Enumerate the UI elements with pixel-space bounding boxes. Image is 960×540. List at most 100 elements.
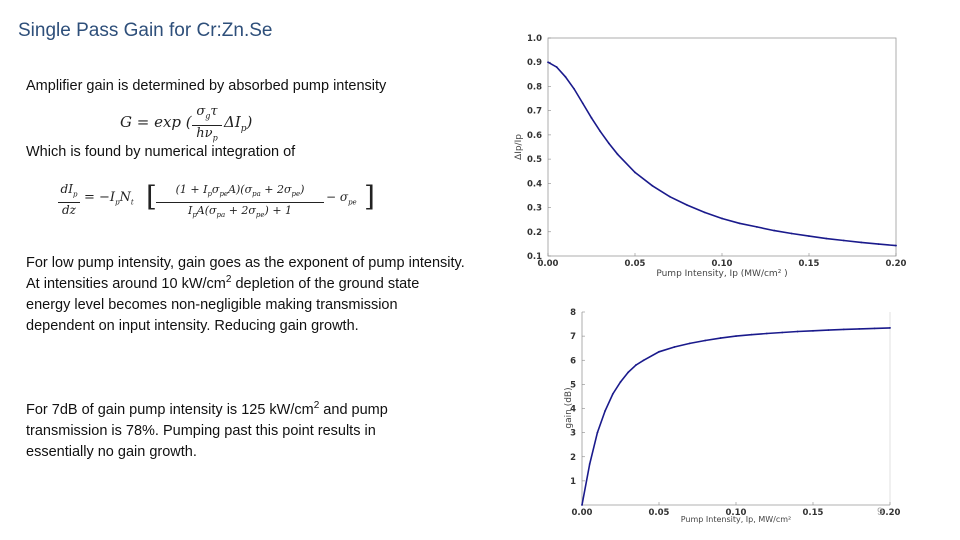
chart1-data-point [686, 204, 689, 207]
chart2-data-point [635, 364, 637, 366]
chart1-xtick-label: 0.00 [538, 259, 559, 269]
chart2-data-point [673, 346, 676, 348]
chart1-data-point [877, 243, 880, 246]
chart2-xlabel: Pump Intensity, Ip, MW/cm² [681, 515, 792, 524]
chart2-ytick-label: 8 [570, 308, 576, 318]
chart2-data-point [735, 335, 737, 338]
chart2-data-point [873, 327, 876, 330]
chart2-data-point [889, 327, 891, 329]
chart1-data-point [842, 239, 845, 242]
chart1-data-point [895, 244, 897, 247]
chart1-ytick-label: 1.0 [527, 34, 542, 44]
intro-text: Amplifier gain is determined by absorbed… [26, 78, 387, 94]
chart2-ytick-label: 6 [570, 356, 576, 366]
chart1-ytick-label: 0.3 [527, 204, 542, 214]
chart2-data-point [596, 431, 599, 434]
chart2-data-point [581, 504, 583, 506]
chart1-series-line [547, 61, 897, 247]
chart1-data-point [590, 117, 593, 119]
chart1-ylabel: ΔIp/Ip [514, 134, 524, 160]
eq-fraction: σgτ hνp [192, 104, 222, 146]
chart2-data-point [619, 381, 622, 383]
chart2-data-point [827, 329, 830, 331]
chart2-data-point [812, 329, 814, 332]
chart1-data-point [555, 66, 558, 68]
chart2-data-point [611, 393, 614, 395]
chart2-data-point [842, 328, 845, 331]
chart1-data-point [790, 232, 793, 235]
chart1-data-point [547, 61, 549, 64]
low-pump-sup: 2 [225, 274, 232, 286]
seven-db-sup: 2 [313, 400, 320, 412]
chart1-data-point [755, 226, 758, 228]
chart2-data-point [796, 330, 799, 333]
chart1-data-point [573, 87, 575, 90]
chart1-data-point [703, 211, 706, 214]
rate-equation: dIp dz = −IpNt [ (1 + IpσpeA)(σpa + 2σpe… [58, 182, 375, 226]
chart1-data-point [599, 130, 602, 133]
chart2-ytick-label: 4 [570, 405, 576, 415]
chart2-ytick-label: 7 [570, 332, 576, 342]
chart1-xtick-label: 0.15 [799, 259, 820, 269]
chart2-ylabel: gain (dB) [564, 387, 574, 428]
chart2-ytick-label: 5 [570, 380, 576, 390]
chart1-data-point [581, 102, 584, 105]
chart1-xtick-label: 0.20 [886, 259, 907, 269]
chart1-data-point [668, 195, 671, 198]
chart2-data-point [588, 463, 591, 465]
chart2-data-point [642, 359, 645, 362]
chart2-data-point [658, 350, 660, 353]
chart1-data-point [634, 171, 636, 174]
low-pump-text-a: For low pump intensity, gain goes as the… [26, 255, 465, 292]
eq-g: G = exp ( [120, 113, 192, 131]
chart2-data-point [704, 339, 707, 342]
chart2-xtick-label: 0.00 [572, 508, 593, 518]
chart2-ytick-label: 3 [570, 429, 576, 439]
integration-text: Which is found by numerical integration … [26, 144, 296, 160]
chart1-xtick-label: 0.10 [712, 259, 733, 269]
chart1-ytick-label: 0.2 [527, 228, 542, 238]
chart1-frame [547, 37, 897, 257]
gain-equation: G = exp ( σgτ hνp ΔIp) [120, 104, 260, 142]
chart2-series-line [581, 327, 891, 506]
low-pump-text: For low pump intensity, gain goes as the… [26, 253, 466, 337]
chart1-data-point [860, 241, 863, 244]
chart2-data-point [858, 327, 861, 330]
chart1-ytick-label: 0.6 [527, 131, 542, 141]
page-number: 9 [877, 506, 884, 518]
chart2-xtick-label: 0.15 [803, 508, 824, 518]
chart1-ytick-label: 0.1 [527, 252, 542, 262]
chart1-data-point [721, 217, 723, 220]
chart2-data-point [688, 342, 691, 345]
chart1-data-point [773, 229, 776, 232]
chart1-data-point [616, 153, 619, 156]
chart1-data-point [608, 142, 610, 145]
chart1-ytick-label: 0.4 [527, 179, 542, 189]
chart1-xlabel: Pump Intensity, Ip (MW/cm² ) [656, 269, 787, 279]
chart2-xtick-label: 0.10 [726, 508, 747, 518]
chart2-data-point [750, 333, 753, 336]
chart1-ytick-label: 0.5 [527, 155, 542, 165]
chart1-ytick-label: 0.9 [527, 58, 542, 68]
low-pump-text-b: depletion of the ground state energy lev… [26, 276, 420, 334]
chart1-data-point [825, 237, 828, 240]
seven-db-text-a: For 7dB of gain pump intensity is 125 kW… [26, 402, 314, 418]
chart1-data-point [808, 235, 810, 238]
chart1-ytick-label: 0.8 [527, 82, 542, 92]
chart2-ytick-label: 2 [570, 453, 576, 463]
chart2-xtick-label: 0.05 [649, 508, 670, 518]
chart2-data-point [627, 371, 630, 374]
chart2-data-point [781, 331, 784, 334]
chart1-data-point [564, 75, 567, 78]
chart2-data-point [765, 332, 768, 335]
chart1-ytick-label: 0.7 [527, 107, 542, 117]
chart2-data-point [719, 337, 722, 339]
seven-db-text: For 7dB of gain pump intensity is 125 kW… [26, 400, 416, 463]
chart1-data-point [738, 222, 741, 225]
eq-delta: ΔIp) [224, 113, 253, 134]
slide-title: Single Pass Gain for Cr:Zn.Se [18, 20, 273, 41]
chart2-ytick-label: 1 [570, 477, 576, 487]
chart1-xtick-label: 0.05 [625, 259, 646, 269]
seven-db-text-b: and pump transmission is 78%. Pumping pa… [26, 402, 388, 460]
chart1-data-point [651, 184, 654, 187]
